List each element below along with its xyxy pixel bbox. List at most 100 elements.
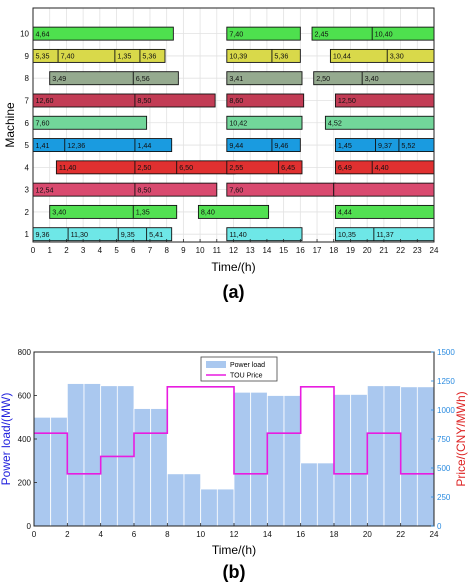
y-tick-label: 1 [25, 230, 30, 239]
gantt-x-axis-label: Time/(h) [211, 260, 255, 274]
x-tick-label: 14 [263, 530, 272, 539]
left-y-tick-label: 0 [27, 522, 32, 531]
x-tick-label: 5 [114, 246, 119, 255]
x-tick-label: 13 [246, 246, 255, 255]
power-left-y-ticks: 0 200 400 600 800 [18, 348, 37, 531]
gantt-y-ticks: 1 2 3 4 5 6 7 8 9 10 [20, 30, 29, 240]
gantt-bar [226, 160, 303, 175]
task-label: 8,50 [137, 96, 151, 105]
task-label: 7,40 [61, 52, 75, 61]
gantt-bar [226, 138, 301, 153]
y-tick-label: 2 [25, 208, 30, 217]
gantt-bar [49, 204, 178, 219]
legend-label-power-load: Power load [230, 362, 265, 369]
x-tick-label: 6 [132, 530, 137, 539]
gantt-bar [226, 26, 301, 41]
y-tick-label: 8 [25, 74, 30, 83]
power-x-ticks: 0 2 4 6 8 10 12 14 16 18 20 22 24 [32, 523, 439, 539]
task-label: 12,54 [36, 185, 54, 194]
x-tick-label: 20 [363, 246, 372, 255]
price-right-y-ticks: 0 250 500 750 1000 1250 1500 [431, 348, 455, 531]
y-tick-label: 3 [25, 186, 30, 195]
power-load-bar [266, 395, 285, 527]
task-label: 12,36 [67, 141, 85, 150]
task-label: 8,40 [201, 208, 215, 217]
gantt-bar [226, 115, 303, 130]
x-tick-label: 10 [196, 530, 205, 539]
gantt-bar [32, 115, 148, 130]
gantt-bar [333, 182, 435, 197]
task-label: 8,50 [137, 185, 151, 194]
y-tick-label: 10 [20, 30, 29, 39]
gantt-bars: 4,64 7,40 2,45 10,40 5,35 7,40 1,35 5,36 10,39 5,… [32, 26, 435, 242]
power-load-bar [300, 462, 318, 527]
x-tick-label: 23 [413, 246, 422, 255]
task-label: 8,60 [229, 96, 243, 105]
task-label: 10,44 [333, 52, 351, 61]
x-tick-label: 18 [329, 246, 338, 255]
x-tick-label: 12 [229, 246, 238, 255]
legend-swatch-power-load [206, 361, 226, 368]
right-y-tick-label: 750 [437, 435, 451, 444]
task-label: 9,44 [229, 141, 243, 150]
task-label: 10,40 [375, 29, 393, 38]
y-tick-label: 5 [25, 141, 30, 150]
gantt-bar [226, 71, 303, 86]
gantt-chart: 4,64 7,40 2,45 10,40 5,35 7,40 1,35 5,36 10,39 5,… [3, 7, 439, 302]
x-tick-label: 8 [164, 246, 169, 255]
task-label: 12,60 [36, 96, 54, 105]
task-label: 6,56 [136, 74, 150, 83]
x-tick-label: 1 [47, 246, 52, 255]
power-load-bar [233, 391, 252, 527]
left-y-tick-label: 200 [18, 479, 32, 488]
task-label: 10,42 [229, 118, 247, 127]
y-tick-label: 9 [25, 52, 30, 61]
gantt-bar [32, 26, 174, 41]
task-label: 4,44 [338, 208, 352, 217]
right-y-tick-label: 0 [437, 522, 442, 531]
x-tick-label: 8 [165, 530, 170, 539]
task-label: 9,35 [121, 230, 135, 239]
x-tick-label: 24 [430, 530, 439, 539]
x-tick-label: 12 [230, 530, 239, 539]
task-label: 5,36 [142, 52, 156, 61]
x-tick-label: 15 [279, 246, 288, 255]
task-label: 6,50 [179, 163, 193, 172]
power-load-bar [200, 488, 218, 527]
task-label: 1,35 [136, 208, 150, 217]
task-label: 2,55 [229, 163, 243, 172]
task-label: 1,41 [36, 141, 50, 150]
power-load-bar [333, 394, 352, 527]
task-label: 5,36 [274, 52, 288, 61]
task-label: 1,35 [117, 52, 131, 61]
legend: Power load TOU Price [200, 356, 278, 382]
x-tick-label: 6 [131, 246, 136, 255]
y-tick-label: 6 [25, 119, 30, 128]
power-load-bar [83, 383, 102, 527]
left-y-tick-label: 800 [18, 348, 32, 357]
task-label: 5,52 [401, 141, 415, 150]
x-tick-label: 16 [296, 530, 305, 539]
task-label: 9,36 [36, 230, 50, 239]
power-load-bar [400, 386, 418, 527]
power-load-bar [183, 473, 202, 527]
x-tick-label: 0 [31, 246, 36, 255]
task-label: 9,37 [378, 141, 392, 150]
power-left-axis-label: Power load/(MW) [0, 393, 13, 486]
task-label: 3,49 [52, 74, 66, 83]
x-tick-label: 4 [98, 246, 103, 255]
x-tick-label: 19 [346, 246, 355, 255]
x-tick-label: 2 [65, 530, 70, 539]
task-label: 3,41 [229, 74, 243, 83]
task-label: 11,37 [376, 230, 393, 239]
power-load-bar [366, 385, 385, 527]
x-tick-label: 16 [296, 246, 305, 255]
left-y-tick-label: 400 [18, 435, 32, 444]
power-load-bar [133, 408, 152, 527]
task-label: 1,45 [338, 141, 352, 150]
gantt-y-axis-label: Machine [3, 102, 17, 148]
power-load-bar [150, 408, 168, 527]
x-tick-label: 22 [396, 246, 405, 255]
task-label: 7,40 [229, 29, 243, 38]
